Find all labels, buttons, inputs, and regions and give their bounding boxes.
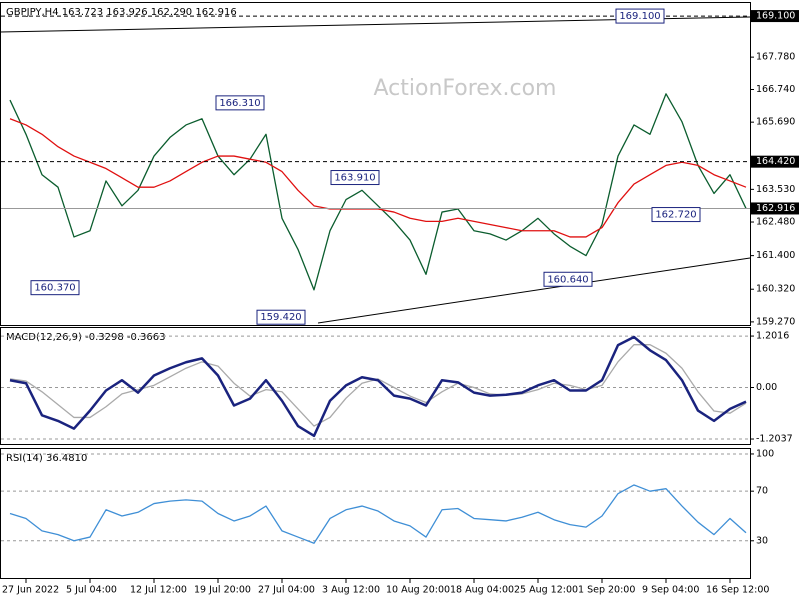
annotation-box	[543, 271, 593, 287]
x-tick-label: 25 Aug 12:00	[514, 585, 578, 596]
y-tick-label: 165.690	[756, 117, 795, 128]
x-tick-label: 16 Sep 12:00	[706, 585, 769, 596]
trend-line	[317, 257, 751, 324]
panel-frame	[0, 448, 751, 579]
y-tick-label: 160.320	[756, 284, 795, 295]
series-line	[9, 93, 747, 291]
panel-title: MACD(12,26,9) -0.3298 -0.3663	[6, 332, 166, 343]
annotation-label: 166.310	[219, 98, 260, 109]
x-tick-label: 1 Sep 20:00	[578, 585, 635, 596]
annotation-label: 163.910	[334, 173, 375, 184]
x-tick-label: 12 Jul 12:00	[130, 585, 187, 596]
annotation-box	[651, 207, 701, 223]
annotation-box	[256, 309, 306, 325]
y-tick-label: 163.530	[756, 184, 795, 195]
watermark: ActionForex.com	[374, 76, 557, 101]
y-tick-label: 159.270	[756, 316, 795, 327]
price-label-box	[751, 155, 799, 168]
x-tick-label: 27 Jul 04:00	[258, 585, 315, 596]
panel-frame	[0, 327, 751, 445]
price-label: 164.420	[756, 156, 795, 167]
y-tick-label: 167.780	[756, 52, 795, 63]
y-tick-label: 70	[756, 486, 768, 497]
series-line	[9, 484, 747, 544]
annotation-box	[215, 95, 265, 111]
price-label-box	[751, 202, 799, 215]
x-tick-label: 9 Sep 04:00	[642, 585, 699, 596]
panel-title: RSI(14) 36.4810	[6, 453, 87, 464]
series-line	[9, 344, 747, 427]
annotation-box	[615, 8, 665, 24]
y-tick-label: 100	[756, 448, 774, 459]
annotation-label: 160.640	[547, 274, 588, 285]
annotation-label: 160.370	[34, 283, 75, 294]
y-tick-label: 30	[756, 535, 768, 546]
price-label: 169.100	[756, 11, 795, 22]
y-tick-label: 161.400	[756, 250, 795, 261]
annotation-label: 169.100	[619, 11, 660, 22]
x-tick-label: 3 Aug 12:00	[322, 585, 380, 596]
x-tick-label: 18 Aug 04:00	[450, 585, 514, 596]
x-tick-label: 5 Jul 04:00	[66, 585, 117, 596]
x-tick-label: 10 Aug 20:00	[386, 585, 450, 596]
y-tick-label: 166.740	[756, 84, 795, 95]
annotation-label: 159.420	[260, 312, 301, 323]
annotation-box	[330, 170, 380, 186]
y-tick-label: -1.2037	[756, 434, 793, 445]
price-label-box	[751, 10, 799, 23]
y-tick-label: 0.00	[756, 382, 777, 393]
panel-frame	[0, 2, 751, 326]
panel-title: GBPJPY,H4 163.723 163.926 162.290 162.91…	[6, 7, 237, 18]
annotation-label: 162.720	[655, 210, 696, 221]
y-tick-label: 1.2016	[756, 331, 789, 342]
price-label: 162.916	[756, 203, 795, 214]
x-tick-label: 27 Jun 2022	[2, 585, 59, 596]
series-line	[9, 335, 747, 438]
x-tick-label: 19 Jul 20:00	[194, 585, 251, 596]
annotation-box	[30, 280, 80, 296]
y-tick-label: 162.480	[756, 217, 795, 228]
